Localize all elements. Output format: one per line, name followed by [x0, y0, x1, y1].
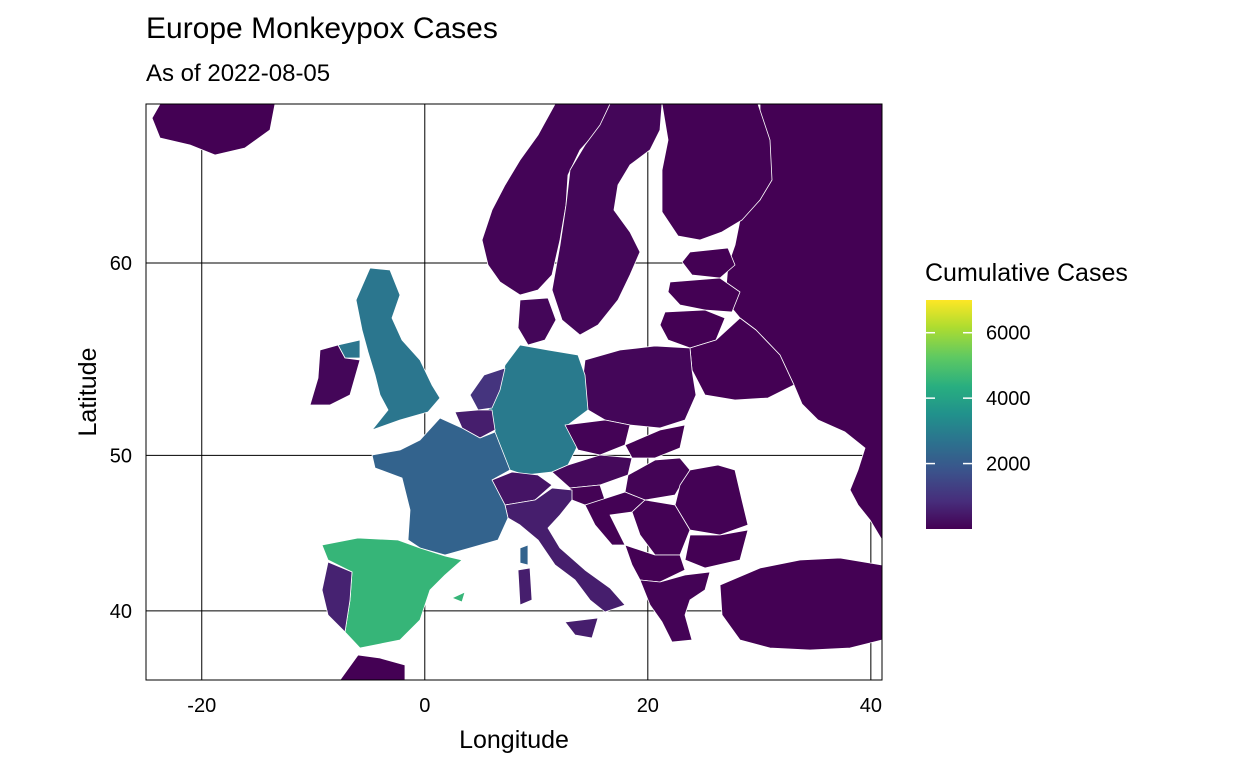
- region-slovakia: [624, 424, 686, 459]
- x-tick-label: 40: [860, 695, 882, 717]
- region-iceland: [151, 104, 276, 156]
- region-greece: [639, 571, 711, 643]
- legend-tick-label: 6000: [986, 323, 1031, 345]
- region-ireland: [309, 344, 361, 406]
- y-tick-label: 60: [110, 253, 132, 275]
- region-italy: [504, 487, 626, 613]
- region-morocco: [339, 654, 406, 680]
- panel-border: [145, 103, 883, 681]
- x-tick-label: -20: [187, 695, 216, 717]
- region-romania: [674, 464, 749, 536]
- region-norway: [481, 104, 611, 296]
- region-sweden: [551, 104, 663, 336]
- map-subtitle: As of 2022-08-05: [146, 60, 331, 87]
- y-tick-label: 50: [110, 445, 132, 467]
- x-axis-title: Longitude: [459, 726, 569, 754]
- region-latvia: [667, 277, 741, 313]
- legend-colorbar: [926, 300, 972, 529]
- region-poland: [581, 345, 697, 429]
- region-netherlands: [469, 367, 506, 411]
- legend-tick-label: 4000: [986, 388, 1031, 410]
- region-corsica: [519, 544, 529, 566]
- region-france: [371, 417, 511, 556]
- region-balearic: [451, 591, 466, 603]
- region-finland: [661, 104, 773, 241]
- region-bulgaria: [684, 529, 749, 569]
- y-axis-ticks: 40 50 60: [110, 253, 132, 623]
- x-tick-label: 0: [419, 695, 430, 717]
- y-axis-title: Latitude: [74, 348, 102, 437]
- region-turkey: [719, 557, 882, 651]
- region-croatia: [584, 491, 646, 546]
- region-united-kingdom: [355, 267, 441, 431]
- region-portugal: [321, 561, 353, 633]
- legend: Cumulative Cases 2000 4000 6000: [925, 259, 1128, 529]
- region-denmark: [517, 297, 557, 346]
- region-sicily: [564, 617, 599, 639]
- map-title: Europe Monkeypox Cases: [146, 12, 498, 45]
- region-balkans: [624, 544, 686, 583]
- y-tick-label: 40: [110, 601, 132, 623]
- x-axis-ticks: -20 0 20 40: [187, 695, 882, 717]
- x-tick-label: 20: [637, 695, 659, 717]
- legend-title: Cumulative Cases: [925, 259, 1128, 287]
- region-sardinia: [517, 567, 533, 606]
- legend-tick-label: 2000: [986, 454, 1031, 476]
